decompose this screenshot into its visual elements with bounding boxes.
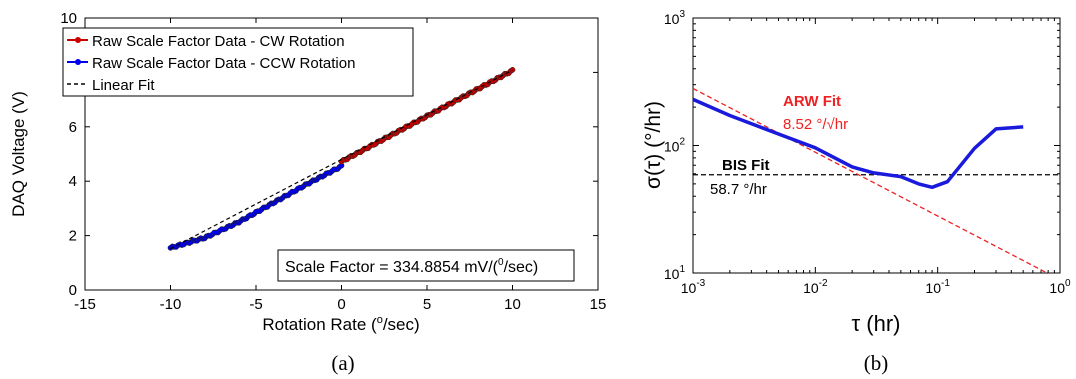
chart-a-x-tick-label: 15 bbox=[590, 296, 607, 313]
bis-fit-title: BIS Fit bbox=[722, 157, 770, 174]
chart-b-y-axis-label: σ(τ) (°/hr) bbox=[642, 101, 665, 189]
chart-a-y-tick-label: 2 bbox=[69, 228, 77, 245]
chart-a-y-tick-label: 4 bbox=[69, 173, 77, 190]
legend-cw-marker bbox=[75, 37, 81, 43]
bis-fit-value: 58.7 °/hr bbox=[710, 181, 767, 198]
legend-cw-label: Raw Scale Factor Data - CW Rotation bbox=[92, 33, 345, 50]
scale-factor-annotation: Scale Factor = 334.8854 mV/(0/sec) bbox=[277, 249, 575, 282]
chart-a-y-tick-label: 6 bbox=[69, 119, 77, 136]
caption-b: (b) bbox=[864, 351, 889, 375]
chart-b-series bbox=[692, 87, 1060, 275]
chart-b-y-ticks: 101 102 103 bbox=[664, 9, 1060, 282]
chart-a-x-tick-label: 10 bbox=[504, 296, 521, 313]
arw-fit-value: 8.52 °/√hr bbox=[783, 116, 848, 133]
chart-b-allan-deviation: 10-3 10-2 10-1 100 101 102 103 τ (hr) σ(τ) (°… bbox=[642, 9, 1071, 336]
cw-data-point bbox=[509, 66, 516, 73]
chart-b-y-tick-label: 101 bbox=[664, 264, 686, 282]
chart-b-x-tick-label: 10-1 bbox=[925, 278, 950, 296]
chart-a-x-tick-label: 5 bbox=[423, 296, 431, 313]
chart-b-x-axis-label: τ (hr) bbox=[851, 311, 900, 336]
chart-a-x-ticks: -15 -10 -5 0 5 10 15 bbox=[74, 18, 606, 313]
legend-ccw-label: Raw Scale Factor Data - CCW Rotation bbox=[92, 55, 355, 72]
arw-fit-title: ARW Fit bbox=[783, 93, 841, 110]
chart-b-x-tick-label: 10-3 bbox=[681, 278, 706, 296]
chart-a-x-axis-label: Rotation Rate (o/sec) bbox=[262, 314, 419, 334]
chart-b-plot-area bbox=[692, 17, 1061, 274]
chart-a-x-tick-label: -15 bbox=[74, 296, 96, 313]
linear-fit-line bbox=[170, 69, 513, 250]
chart-a-y-axis-label: DAQ Voltage (V) bbox=[9, 91, 28, 217]
chart-a-y-tick-label: 0 bbox=[69, 282, 77, 299]
arw-fit-line bbox=[692, 87, 1049, 275]
allan-deviation-curve bbox=[692, 97, 1024, 190]
chart-a-x-tick-label: 0 bbox=[337, 296, 345, 313]
chart-a-series bbox=[167, 66, 516, 251]
chart-a-y-tick-label: 10 bbox=[60, 10, 77, 27]
caption-a: (a) bbox=[331, 351, 354, 375]
chart-a-x-tick-label: -5 bbox=[249, 296, 262, 313]
legend-ccw-marker bbox=[75, 59, 81, 65]
chart-b-y-tick-label: 102 bbox=[664, 137, 686, 155]
legend-fit-label: Linear Fit bbox=[92, 77, 155, 94]
chart-b-x-tick-label: 100 bbox=[1049, 278, 1071, 296]
chart-a-x-tick-label: -10 bbox=[160, 296, 182, 313]
chart-a-legend: Raw Scale Factor Data - CW Rotation Raw … bbox=[62, 27, 414, 97]
scale-factor-text: Scale Factor = 334.8854 mV/(0/sec) bbox=[285, 257, 538, 276]
scale-factor-box bbox=[277, 249, 575, 282]
chart-b-x-tick-label: 10-2 bbox=[803, 278, 828, 296]
chart-b-y-tick-label: 103 bbox=[664, 9, 686, 27]
chart-a-legend-box bbox=[62, 27, 414, 97]
